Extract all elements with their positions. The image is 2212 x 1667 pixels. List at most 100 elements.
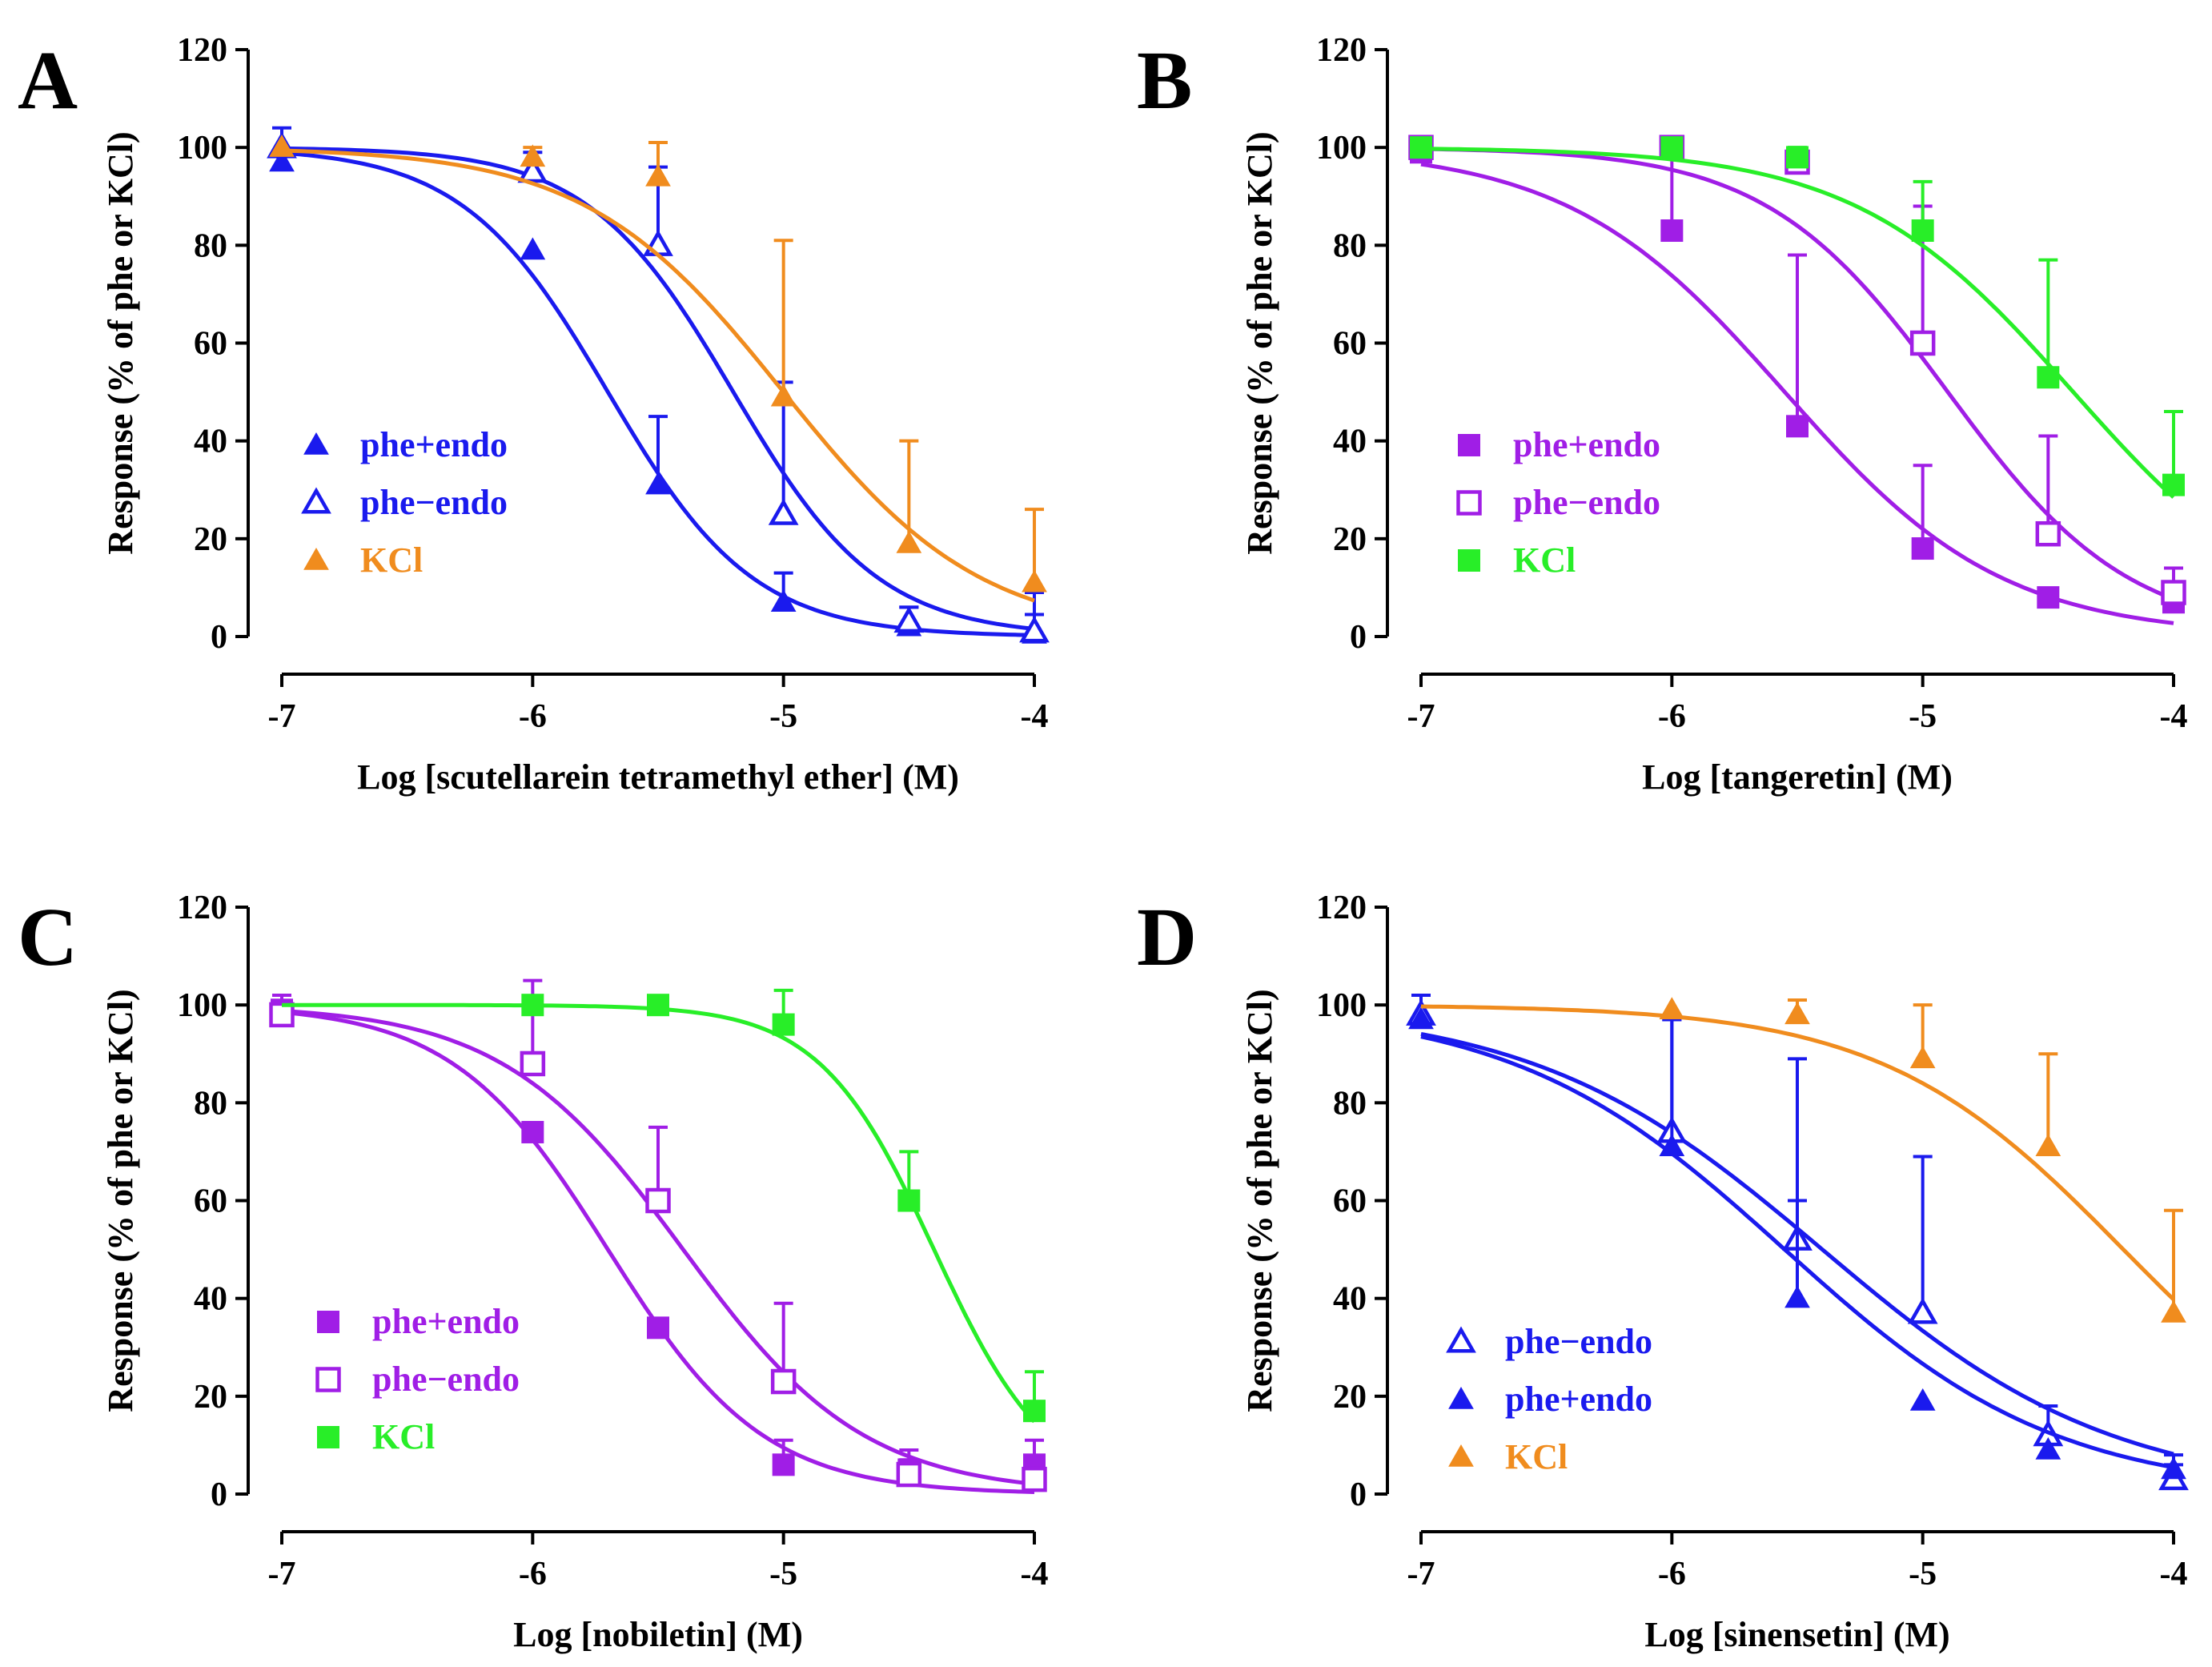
- data-point: [520, 144, 546, 167]
- series-1: [269, 978, 1047, 1492]
- y-tick-label: 20: [1333, 1379, 1367, 1416]
- y-tick-label: 20: [1333, 521, 1367, 558]
- data-point: [1907, 1297, 1938, 1324]
- x-axis-title: Log [sinensetin] (M): [1644, 1615, 1949, 1654]
- y-tick-label: 0: [1350, 1476, 1367, 1513]
- data-point: [521, 994, 544, 1017]
- data-point: [897, 1189, 921, 1212]
- data-point: [2037, 586, 2060, 609]
- data-point: [1784, 1002, 1810, 1025]
- data-point: [772, 1013, 795, 1036]
- data-point: [1019, 616, 1050, 643]
- data-point: [893, 606, 925, 633]
- x-tick-label: -5: [769, 1556, 797, 1593]
- data-point: [768, 498, 799, 525]
- y-tick-label: 60: [1333, 326, 1367, 363]
- data-point: [1660, 136, 1684, 159]
- data-point: [770, 384, 797, 407]
- panel-letter: B: [1137, 34, 1192, 127]
- series-2: [1420, 997, 2186, 1323]
- legend-label: phe+endo: [372, 1302, 520, 1341]
- data-point: [2035, 1437, 2061, 1460]
- legend-marker: [317, 1426, 339, 1448]
- panel-d: D 0 20 40 60 80 100 120 -7 -6 -5 -4 Log [sinensetin]…: [1137, 890, 2189, 1654]
- y-tick-label: 20: [194, 521, 227, 558]
- legend-label: phe+endo: [1513, 425, 1660, 464]
- data-point: [1022, 569, 1047, 592]
- y-axis-title: Response (% of phe or KCl): [101, 131, 140, 554]
- legend-label: phe−endo: [372, 1360, 520, 1399]
- x-tick-label: -7: [1407, 1556, 1435, 1593]
- x-tick-label: -5: [1909, 698, 1937, 735]
- x-axis-title: Log [tangeretin] (M): [1642, 757, 1953, 797]
- data-point: [770, 589, 797, 612]
- data-point: [1909, 330, 1936, 356]
- y-tick-label: 100: [177, 987, 227, 1024]
- x-tick-label: -4: [1021, 1556, 1049, 1593]
- data-point: [1786, 415, 1809, 438]
- fit-curve: [281, 146, 1035, 631]
- data-point: [1786, 146, 1809, 169]
- data-point: [521, 1120, 544, 1143]
- y-tick-label: 120: [1316, 890, 1367, 926]
- y-tick-label: 60: [194, 326, 227, 363]
- data-point: [1911, 537, 1934, 560]
- data-point: [520, 1050, 546, 1077]
- series-2: [282, 988, 1046, 1424]
- legend-marker: [315, 1367, 341, 1392]
- y-tick-label: 120: [177, 32, 227, 69]
- y-axis-title: Response (% of phe or KCl): [101, 989, 140, 1412]
- x-tick-label: -5: [769, 698, 797, 735]
- data-point: [1784, 1285, 1810, 1308]
- x-tick-label: -7: [1407, 698, 1435, 735]
- data-point: [1408, 1006, 1434, 1030]
- legend-label: KCl: [372, 1417, 435, 1456]
- y-tick-label: 0: [211, 619, 227, 656]
- data-point: [1909, 1388, 1936, 1411]
- x-tick-label: -7: [268, 1556, 296, 1593]
- data-point: [517, 156, 548, 183]
- y-tick-label: 120: [177, 890, 227, 926]
- data-point: [1659, 997, 1685, 1020]
- legend-marker: [1456, 490, 1482, 516]
- data-point: [1023, 1400, 1046, 1423]
- y-tick-label: 100: [177, 130, 227, 167]
- panel-b: B 0 20 40 60 80 100 120 -7 -6 -5 -4 Log [tangeretin]…: [1137, 32, 2188, 797]
- y-tick-label: 0: [211, 1476, 227, 1513]
- data-point: [2161, 580, 2186, 605]
- data-point: [1909, 1046, 1936, 1069]
- data-point: [1410, 136, 1432, 159]
- data-point: [2035, 1134, 2061, 1157]
- data-point: [1660, 219, 1684, 243]
- data-point: [269, 149, 295, 172]
- x-tick-label: -4: [2160, 1556, 2188, 1593]
- legend-marker: [1446, 1326, 1476, 1353]
- legend-label: KCl: [1505, 1437, 1568, 1476]
- data-point: [269, 1002, 295, 1028]
- y-tick-label: 20: [194, 1379, 227, 1416]
- legend-marker: [1448, 1444, 1474, 1467]
- x-tick-label: -4: [1021, 698, 1049, 735]
- data-point: [645, 472, 671, 495]
- y-axis-title: Response (% of phe or KCl): [1240, 989, 1279, 1412]
- y-axis-title: Response (% of phe or KCl): [1240, 131, 1279, 554]
- data-point: [643, 229, 673, 256]
- data-point: [645, 1187, 671, 1214]
- x-tick-label: -7: [268, 698, 296, 735]
- y-tick-label: 80: [1333, 1085, 1367, 1122]
- data-point: [896, 530, 922, 553]
- y-tick-label: 40: [194, 1281, 227, 1318]
- x-tick-label: -5: [1909, 1556, 1937, 1593]
- data-point: [2161, 1299, 2186, 1323]
- legend-marker: [1458, 549, 1480, 572]
- y-tick-label: 40: [194, 424, 227, 460]
- legend-marker: [317, 1311, 339, 1333]
- data-point: [770, 1368, 797, 1395]
- legend-marker: [301, 487, 331, 514]
- legend-marker: [1458, 434, 1480, 456]
- data-point: [2161, 1456, 2186, 1480]
- panel-letter: C: [18, 891, 78, 983]
- y-tick-label: 120: [1316, 32, 1367, 69]
- x-axis-title: Log [nobiletin] (M): [513, 1615, 803, 1654]
- series-1: [1408, 1006, 2186, 1480]
